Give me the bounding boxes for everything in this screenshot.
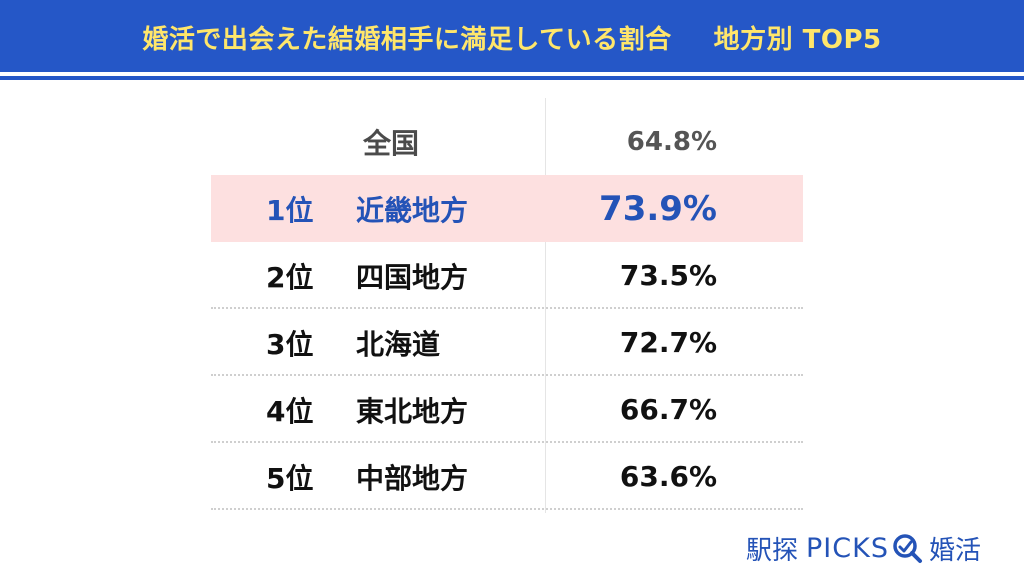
page-title: 婚活で出会えた結婚相手に満足している割合 地方別 TOP5 bbox=[142, 19, 881, 56]
satisfaction-value: 72.7% bbox=[619, 326, 717, 359]
table-row-rank-2: 2位 四国地方 73.5% bbox=[211, 242, 803, 309]
region-name: 近畿地方 bbox=[356, 193, 469, 227]
region-name: 北海道 bbox=[356, 327, 441, 361]
satisfaction-value: 73.5% bbox=[619, 259, 717, 292]
brand-category: 婚活 bbox=[928, 535, 981, 566]
region-name: 四国地方 bbox=[356, 260, 469, 294]
title-text: 婚活で出会えた結婚相手に満足している割合 bbox=[142, 24, 672, 55]
brand-logo: 駅探 PICKS 婚活 bbox=[746, 528, 981, 568]
table-row-rank-4: 4位 東北地方 66.7% bbox=[211, 376, 803, 443]
search-icon bbox=[891, 532, 923, 564]
national-row: 全国 64.8% bbox=[211, 108, 803, 175]
rank-label: 2位 bbox=[266, 260, 314, 294]
national-label: 全国 bbox=[363, 126, 420, 160]
rank-label: 4位 bbox=[266, 394, 314, 428]
column-divider bbox=[545, 98, 546, 513]
brand-name-en: PICKS bbox=[806, 532, 889, 564]
brand-name-ja: 駅探 bbox=[746, 535, 799, 566]
table-row-rank-5: 5位 中部地方 63.6% bbox=[211, 443, 803, 510]
table-row-rank-1: 1位 近畿地方 73.9% bbox=[211, 175, 803, 242]
header-banner: 婚活で出会えた結婚相手に満足している割合 地方別 TOP5 bbox=[0, 0, 1024, 72]
region-name: 東北地方 bbox=[356, 394, 469, 428]
rank-label: 5位 bbox=[266, 461, 314, 495]
national-value: 64.8% bbox=[626, 126, 717, 157]
header-stripe bbox=[0, 76, 1024, 80]
satisfaction-value: 63.6% bbox=[619, 460, 717, 493]
region-name: 中部地方 bbox=[356, 461, 469, 495]
rank-label: 3位 bbox=[266, 327, 314, 361]
satisfaction-value: 66.7% bbox=[619, 393, 717, 426]
ranking-table: 全国 64.8% 1位 近畿地方 73.9% 2位 四国地方 73.5% 3位 … bbox=[211, 108, 803, 510]
rank-label: 1位 bbox=[266, 193, 314, 227]
satisfaction-value: 73.9% bbox=[599, 188, 717, 229]
title-subtitle: 地方別 TOP5 bbox=[713, 24, 882, 55]
table-row-rank-3: 3位 北海道 72.7% bbox=[211, 309, 803, 376]
